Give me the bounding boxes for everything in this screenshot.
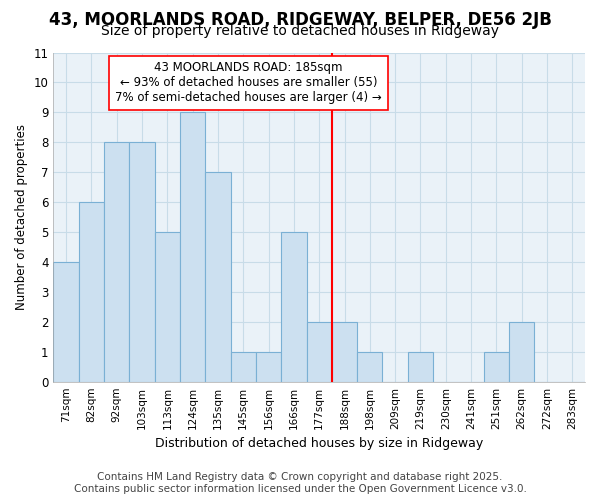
Bar	[79, 202, 104, 382]
Bar	[307, 322, 332, 382]
Bar	[180, 112, 205, 382]
Bar	[205, 172, 230, 382]
Bar	[332, 322, 357, 382]
Text: Size of property relative to detached houses in Ridgeway: Size of property relative to detached ho…	[101, 24, 499, 38]
Bar	[256, 352, 281, 382]
Bar	[509, 322, 535, 382]
Text: Contains HM Land Registry data © Crown copyright and database right 2025.
Contai: Contains HM Land Registry data © Crown c…	[74, 472, 526, 494]
Y-axis label: Number of detached properties: Number of detached properties	[15, 124, 28, 310]
Text: 43, MOORLANDS ROAD, RIDGEWAY, BELPER, DE56 2JB: 43, MOORLANDS ROAD, RIDGEWAY, BELPER, DE…	[49, 11, 551, 29]
Bar	[357, 352, 382, 382]
Bar	[408, 352, 433, 382]
Bar	[230, 352, 256, 382]
X-axis label: Distribution of detached houses by size in Ridgeway: Distribution of detached houses by size …	[155, 437, 484, 450]
Bar	[281, 232, 307, 382]
Bar	[53, 262, 79, 382]
Bar	[484, 352, 509, 382]
Text: 43 MOORLANDS ROAD: 185sqm
← 93% of detached houses are smaller (55)
7% of semi-d: 43 MOORLANDS ROAD: 185sqm ← 93% of detac…	[115, 62, 382, 104]
Bar	[155, 232, 180, 382]
Bar	[104, 142, 130, 382]
Bar	[130, 142, 155, 382]
